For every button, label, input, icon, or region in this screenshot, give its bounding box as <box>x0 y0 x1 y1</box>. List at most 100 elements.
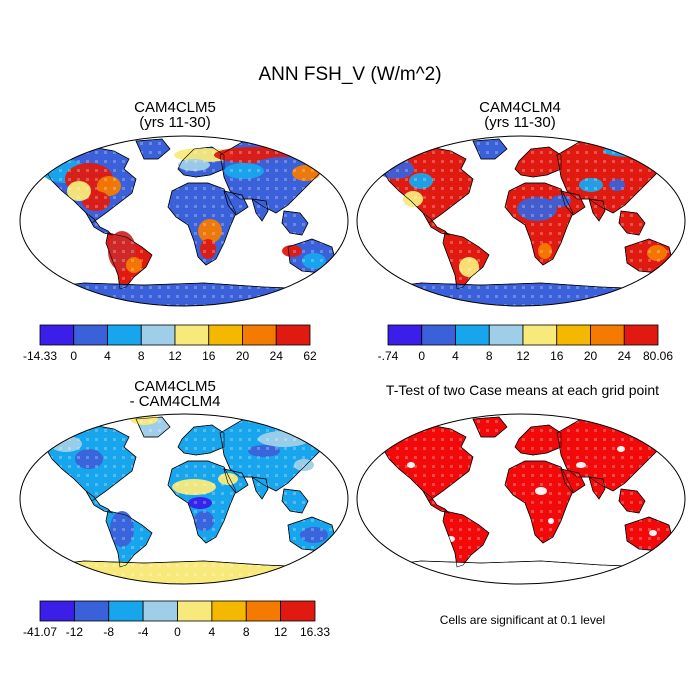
colorbar-box <box>174 324 210 346</box>
cell-texture <box>515 147 561 177</box>
colorbar-label: 80.06 <box>643 349 673 363</box>
coastline <box>105 232 153 290</box>
panel-1-title-line-1: CAM4CLM5 <box>134 99 216 116</box>
coastline <box>85 212 113 236</box>
cell-texture <box>42 425 136 501</box>
cell-texture <box>423 491 449 513</box>
colorbar-box <box>140 324 176 346</box>
colorbar-label: 8 <box>243 625 250 639</box>
map-panel-ttest <box>357 416 685 584</box>
cell-texture <box>505 461 573 543</box>
cell-texture <box>20 283 348 306</box>
colorbar-box <box>522 324 558 346</box>
colorbar-label: 62 <box>303 349 317 363</box>
cell-texture <box>282 489 308 513</box>
cell-texture <box>619 489 645 513</box>
coastline <box>105 510 153 568</box>
coastline <box>223 468 249 494</box>
cell-texture <box>136 417 170 437</box>
colorbar-box <box>387 324 423 346</box>
coastline <box>281 488 309 514</box>
colorbar-box <box>177 600 213 622</box>
coastline <box>41 424 137 502</box>
coastline <box>41 146 137 224</box>
coastline <box>177 146 225 178</box>
cell-texture <box>625 239 673 273</box>
colorbar-label: 8 <box>138 349 145 363</box>
cell-texture <box>282 211 308 235</box>
colorbar-label: 0 <box>70 349 77 363</box>
map-panel-cam4clm5 <box>20 138 348 306</box>
coastline <box>504 182 574 266</box>
coastline <box>472 416 508 438</box>
colorbar-box <box>455 324 490 346</box>
panel-3-title: CAM4CLM5 - CAM4CLM4 <box>75 379 275 409</box>
cell-texture <box>589 477 605 499</box>
cell-texture <box>561 469 585 493</box>
colorbar-box <box>242 324 277 346</box>
coastline <box>167 460 237 544</box>
panel-1-title-line-2: (yrs 11-30) <box>139 114 211 131</box>
coastline <box>514 424 562 456</box>
colorbar-label: -41.07 <box>23 625 57 639</box>
cell-texture <box>252 199 268 221</box>
cell-texture <box>106 511 152 567</box>
coastline <box>251 476 269 500</box>
colorbar-box <box>488 324 524 346</box>
cell-texture <box>288 239 336 273</box>
map-3-frame <box>19 413 349 585</box>
cell-texture <box>288 517 336 551</box>
panel-2-title-line-2: (yrs 11-30) <box>484 114 556 131</box>
map-4-frame <box>356 413 686 585</box>
coastline <box>472 138 508 160</box>
coastline <box>560 190 586 216</box>
colorbar-label: 12 <box>168 349 182 363</box>
colorbar-label: 12 <box>516 349 530 363</box>
colorbar-label: 20 <box>236 349 250 363</box>
panel-2-title: CAM4CLM4 (yrs 11-30) <box>420 100 620 130</box>
coastline <box>281 210 309 236</box>
colorbar-label: 16.33 <box>300 625 330 639</box>
colorbar-box <box>421 324 456 346</box>
cell-texture <box>357 283 685 306</box>
colorbar-difference: -41.07 -12 -8 -4 0 4 8 12 16.33 <box>23 600 330 639</box>
colorbar-label: 0 <box>418 349 425 363</box>
cell-texture <box>178 425 224 455</box>
colorbar-label: 20 <box>584 349 598 363</box>
colorbar-label: -.74 <box>378 349 399 363</box>
coastline <box>618 210 646 236</box>
coastline <box>618 488 646 514</box>
cell-texture <box>168 183 236 265</box>
coastline <box>167 182 237 266</box>
coastline <box>588 198 606 222</box>
cell-texture <box>86 491 112 513</box>
cell-texture <box>136 139 170 159</box>
cell-texture <box>505 183 573 265</box>
cell-texture <box>379 147 473 223</box>
colorbar-box <box>275 324 311 346</box>
cell-texture <box>443 233 489 289</box>
colorbar-box <box>280 600 316 622</box>
colorbar-box <box>108 600 144 622</box>
cell-texture <box>178 147 224 177</box>
colorbar-box <box>73 324 108 346</box>
panel-3-title-line-2: - CAM4CLM4 <box>129 393 221 410</box>
colorbar-box <box>211 600 247 622</box>
cell-texture <box>168 461 236 543</box>
map-1-frame <box>19 135 349 307</box>
colorbar-box <box>107 324 142 346</box>
colorbar-label: 24 <box>618 349 632 363</box>
colorbar-label: 4 <box>452 349 459 363</box>
coastline <box>422 490 450 514</box>
colorbar-box <box>623 324 659 346</box>
colorbar-label: 0 <box>174 625 181 639</box>
colorbar-label: 24 <box>270 349 284 363</box>
colorbar-label: 8 <box>486 349 493 363</box>
cell-texture <box>515 425 561 455</box>
cell-texture <box>42 147 136 223</box>
coastline <box>223 190 249 216</box>
cell-texture <box>473 417 507 437</box>
coastline <box>378 424 474 502</box>
coastline <box>135 416 171 438</box>
